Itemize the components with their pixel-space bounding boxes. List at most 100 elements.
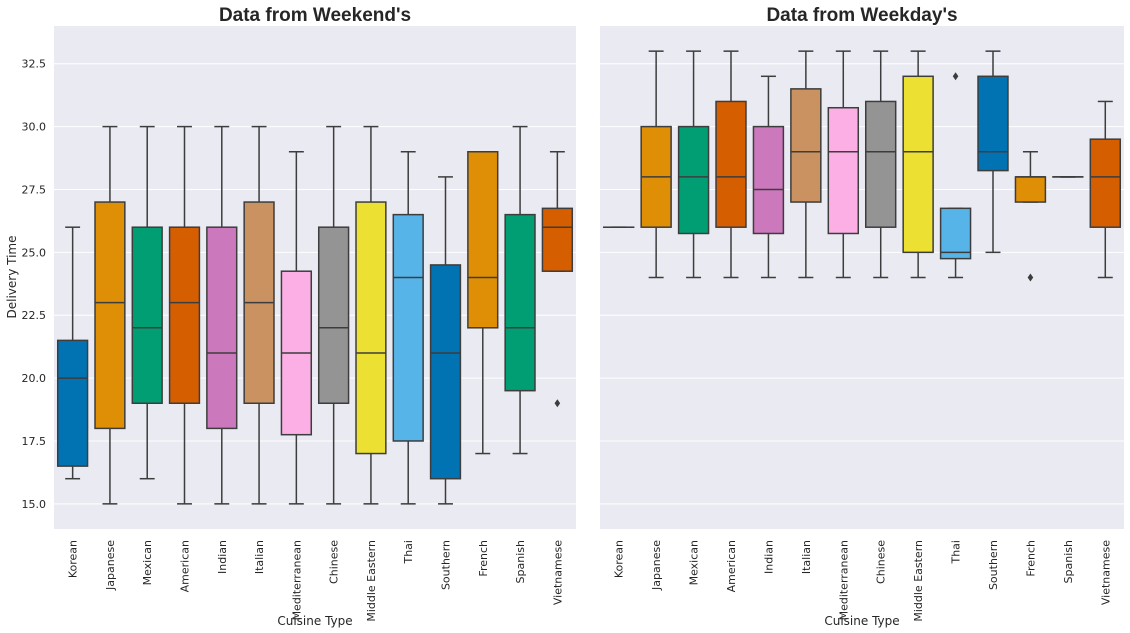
x-tick-label: Spanish bbox=[514, 540, 527, 583]
x-tick-label: Japanese bbox=[650, 540, 663, 591]
box-iqr bbox=[677, 125, 710, 235]
box-iqr bbox=[1089, 138, 1122, 228]
x-tick-label: Indian bbox=[762, 540, 775, 574]
weekend-y-axis-label: Delivery Time bbox=[5, 236, 19, 319]
weekday-plot-area bbox=[600, 26, 1124, 529]
x-tick-label: Chinese bbox=[875, 540, 888, 584]
box-iqr bbox=[790, 88, 822, 203]
x-tick-label: French bbox=[1024, 540, 1037, 577]
y-tick-label: 20.0 bbox=[22, 372, 47, 385]
box-indian bbox=[752, 75, 785, 279]
box-southern bbox=[977, 50, 1009, 254]
weekend-panel: 15.0 17.5 20.0 22.5 25.0 27.5 30.0 32.5 Korean J… bbox=[5, 5, 576, 628]
x-tick-label: Italian bbox=[800, 540, 813, 574]
box-vietnamese bbox=[1089, 100, 1122, 279]
x-tick-label: Indian bbox=[216, 540, 229, 574]
box-iqr bbox=[392, 213, 424, 442]
x-tick-label: American bbox=[179, 540, 192, 592]
x-tick-label: Southern bbox=[440, 540, 453, 590]
box-iqr bbox=[317, 226, 350, 404]
y-tick-label: 15.0 bbox=[22, 498, 47, 511]
x-tick-label: Southern bbox=[987, 540, 1000, 590]
box-mediterranean bbox=[280, 151, 313, 505]
box-italian bbox=[243, 125, 275, 505]
x-tick-label: Thai bbox=[950, 540, 963, 565]
box-iqr bbox=[56, 339, 89, 467]
x-tick-label: Mediterranean bbox=[290, 540, 303, 620]
box-japanese bbox=[94, 125, 126, 505]
box-korean bbox=[56, 226, 89, 480]
x-tick-label: Middle Eastern bbox=[365, 540, 378, 622]
x-tick-label: Korean bbox=[613, 540, 626, 578]
y-tick-label: 22.5 bbox=[22, 309, 47, 322]
box-thai bbox=[939, 72, 972, 279]
box-iqr bbox=[827, 106, 860, 235]
weekend-y-ticks: 15.0 17.5 20.0 22.5 25.0 27.5 30.0 32.5 bbox=[22, 58, 47, 511]
box-chinese bbox=[864, 50, 897, 279]
x-tick-label: Chinese bbox=[328, 540, 341, 584]
box-thai bbox=[392, 151, 424, 505]
weekday-chart-title: Data from Weekday's bbox=[766, 5, 957, 26]
outlier-point bbox=[952, 72, 959, 81]
box-iqr bbox=[1014, 176, 1047, 203]
box-spanish bbox=[504, 125, 536, 455]
weekday-x-ticks: Korean Japanese Mexican American Indian Itali… bbox=[613, 540, 1113, 622]
box-french bbox=[1014, 151, 1047, 282]
y-tick-label: 30.0 bbox=[22, 121, 47, 134]
box-iqr bbox=[168, 226, 201, 404]
box-iqr bbox=[355, 201, 387, 455]
y-tick-label: 27.5 bbox=[22, 183, 47, 196]
x-tick-label: Korean bbox=[67, 540, 80, 578]
box-chinese bbox=[317, 125, 350, 505]
y-tick-label: 17.5 bbox=[22, 435, 47, 448]
box-french bbox=[467, 151, 499, 455]
x-tick-label: Japanese bbox=[104, 540, 117, 591]
box-middle-eastern bbox=[902, 50, 934, 279]
box-iqr bbox=[752, 125, 785, 235]
box-american bbox=[168, 125, 201, 505]
box-iqr bbox=[467, 151, 499, 329]
box-southern bbox=[429, 176, 462, 505]
box-vietnamese bbox=[541, 151, 574, 408]
weekend-x-axis-label: Cuisine Type bbox=[277, 614, 352, 628]
y-tick-label: 32.5 bbox=[22, 58, 47, 71]
box-italian bbox=[790, 50, 822, 279]
box-iqr bbox=[131, 226, 163, 404]
box-iqr bbox=[541, 207, 574, 272]
box-indian bbox=[206, 125, 238, 505]
box-mexican bbox=[677, 50, 710, 279]
box-iqr bbox=[902, 75, 934, 254]
x-tick-label: Vietnamese bbox=[1099, 540, 1112, 605]
box-iqr bbox=[504, 213, 536, 392]
x-tick-label: Thai bbox=[402, 540, 415, 565]
weekend-chart-title: Data from Weekend's bbox=[219, 5, 411, 26]
x-tick-label: Mexican bbox=[688, 540, 701, 585]
weekday-boxes bbox=[602, 50, 1122, 282]
x-tick-label: French bbox=[477, 540, 490, 577]
weekday-x-axis-label: Cuisine Type bbox=[824, 614, 899, 628]
outlier-point bbox=[1027, 273, 1034, 282]
box-iqr bbox=[939, 207, 972, 260]
weekday-panel: Korean Japanese Mexican American Indian Itali… bbox=[600, 5, 1124, 628]
box-iqr bbox=[94, 201, 126, 430]
box-iqr bbox=[977, 75, 1009, 172]
weekend-boxes bbox=[56, 125, 574, 505]
box-american bbox=[715, 50, 747, 279]
y-tick-label: 25.0 bbox=[22, 246, 47, 259]
x-tick-label: Middle Eastern bbox=[912, 540, 925, 622]
box-japanese bbox=[640, 50, 672, 279]
x-tick-label: Vietnamese bbox=[551, 540, 564, 605]
box-iqr bbox=[206, 226, 238, 430]
x-tick-label: Italian bbox=[253, 540, 266, 574]
x-tick-label: Mediterranean bbox=[837, 540, 850, 620]
x-tick-label: American bbox=[725, 540, 738, 592]
x-tick-label: Spanish bbox=[1062, 540, 1075, 583]
box-iqr bbox=[864, 100, 897, 228]
outlier-point bbox=[554, 399, 561, 408]
weekend-x-ticks: Korean Japanese Mexican American Indian Itali… bbox=[67, 540, 565, 622]
box-iqr bbox=[429, 264, 462, 480]
box-mexican bbox=[131, 125, 163, 480]
box-middle-eastern bbox=[355, 125, 387, 505]
x-tick-label: Mexican bbox=[141, 540, 154, 585]
